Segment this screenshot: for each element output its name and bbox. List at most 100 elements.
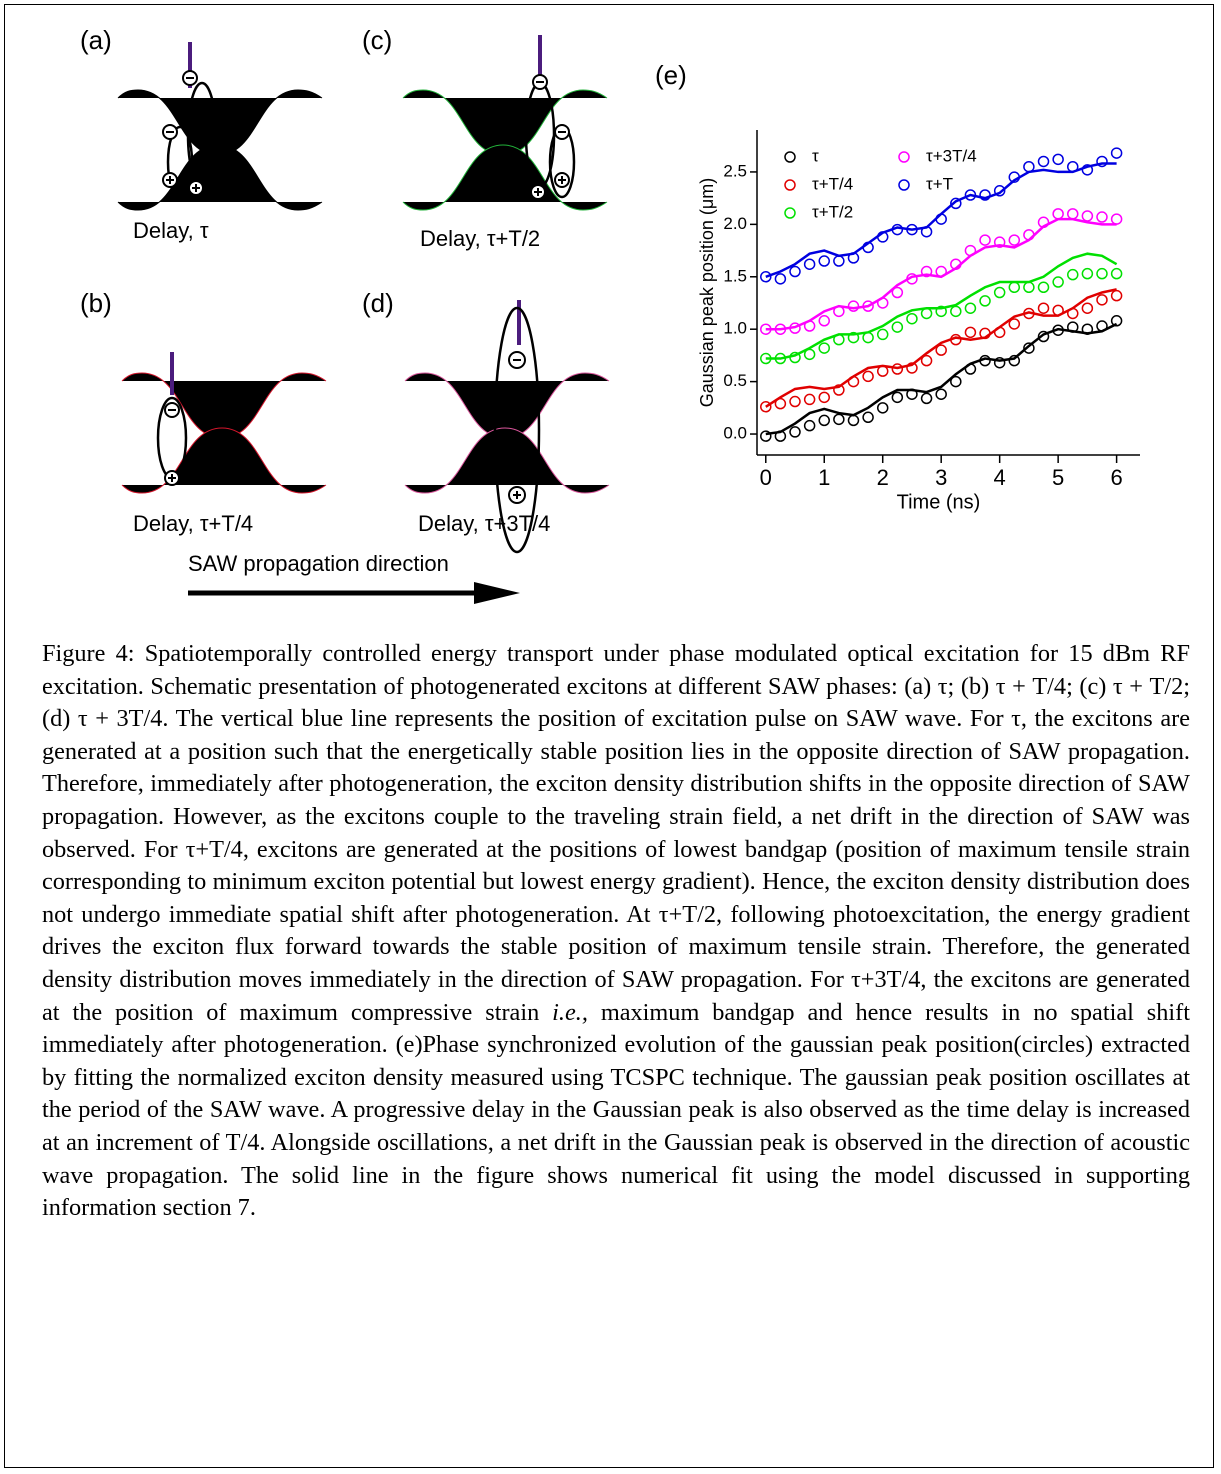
y-tick-label: 1.0 (723, 319, 747, 338)
y-tick-label: 2.5 (723, 161, 747, 180)
panel-label: (e) (655, 60, 687, 90)
data-point (964, 326, 977, 339)
legend-marker (784, 179, 796, 191)
data-point (1081, 210, 1094, 222)
data-point (1037, 281, 1050, 294)
legend-marker (784, 207, 796, 219)
y-tick-label: 1.5 (723, 266, 747, 285)
data-point (1052, 324, 1064, 336)
x-tick-label: 6 (1110, 465, 1122, 490)
data-point (760, 401, 772, 413)
x-tick-label: 2 (877, 465, 889, 490)
data-point (993, 326, 1006, 339)
data-point (1067, 160, 1079, 173)
data-point (1081, 323, 1094, 335)
data-point (774, 352, 787, 365)
data-point (950, 197, 962, 210)
legend-marker (784, 151, 796, 163)
data-point (789, 265, 801, 278)
panel-label: (a) (80, 25, 112, 55)
data-point (906, 312, 918, 325)
data-point (1008, 318, 1021, 330)
data-point (964, 302, 977, 314)
data-point (1052, 208, 1064, 220)
data-point (803, 348, 816, 361)
data-point (993, 185, 1006, 197)
data-point (891, 286, 904, 299)
panel-caption: Delay, τ+3T/4 (418, 511, 550, 536)
data-point (1008, 234, 1021, 246)
data-point (774, 430, 787, 442)
data-point (993, 236, 1006, 248)
data-point (920, 354, 933, 367)
chart: 0.0 0.5 1.0 1.5 2.0 2.5 0 1 2 3 4 5 6 Time (ns) Gaussi… (697, 130, 1140, 513)
data-point (789, 322, 801, 334)
data-point (906, 223, 918, 236)
data-point (1037, 155, 1050, 168)
data-point (993, 356, 1006, 369)
y-axis-label: Gaussian peak position (μm) (697, 178, 717, 407)
data-point (1023, 342, 1035, 354)
caption-text: maximum bandgap and hence results in no … (42, 998, 1190, 1222)
figure-frame (4, 4, 1214, 1468)
data-point (1037, 330, 1050, 343)
data-point (862, 331, 874, 344)
data-point (1037, 302, 1050, 314)
data-point (920, 392, 933, 405)
data-point (1110, 315, 1123, 327)
panel-caption: Delay, τ+T/2 (420, 226, 540, 251)
data-point (862, 300, 874, 312)
data-point (935, 344, 947, 356)
data-point (935, 213, 947, 225)
data-point (760, 323, 772, 335)
data-point (847, 375, 860, 388)
data-point (979, 295, 991, 307)
x-axis-label: Time (ns) (897, 491, 981, 513)
x-tick-label: 1 (818, 465, 830, 490)
x-tick-label: 0 (760, 465, 772, 490)
data-point (1110, 147, 1123, 159)
caption-text: Figure 4: Spatiotemporally controlled en… (42, 640, 1190, 1026)
data-point (1008, 171, 1021, 183)
data-point (760, 352, 772, 365)
data-point (847, 252, 860, 264)
data-point (906, 362, 918, 374)
x-tick-label: 4 (994, 465, 1006, 490)
data-point (847, 331, 860, 344)
data-point (920, 225, 933, 238)
data-point (964, 363, 977, 375)
data-point (789, 426, 801, 438)
excitation-lines (170, 35, 542, 395)
data-point (818, 414, 830, 427)
data-point (1096, 320, 1108, 332)
data-point (935, 388, 947, 400)
fit-line (765, 322, 1118, 436)
data-point (906, 388, 918, 400)
caption-italic: i.e., (552, 998, 588, 1026)
data-point (833, 255, 845, 267)
data-point (1096, 294, 1108, 306)
data-point (803, 258, 816, 270)
data-point (803, 419, 816, 432)
data-point (760, 430, 772, 442)
panel-caption: Delay, τ (133, 218, 209, 243)
legend-label: τ+T/2 (812, 202, 853, 221)
caption: Figure 4: Spatiotemporally controlled en… (42, 638, 1190, 1225)
y-tick-label: 0.5 (723, 371, 747, 390)
data-point (950, 305, 962, 318)
data-point (774, 323, 787, 335)
data-point (818, 391, 830, 404)
data-point (833, 305, 845, 318)
data-point (1081, 267, 1094, 280)
data-point (862, 370, 874, 383)
data-point (1052, 304, 1064, 317)
data-point (833, 384, 845, 396)
data-point (1037, 216, 1050, 229)
data-point (979, 234, 991, 246)
data-point (1052, 276, 1064, 288)
data-point (876, 231, 889, 243)
data-point (1008, 281, 1021, 294)
data-point (1110, 267, 1123, 280)
data-point (876, 297, 889, 309)
direction-label: SAW propagation direction (188, 551, 449, 576)
